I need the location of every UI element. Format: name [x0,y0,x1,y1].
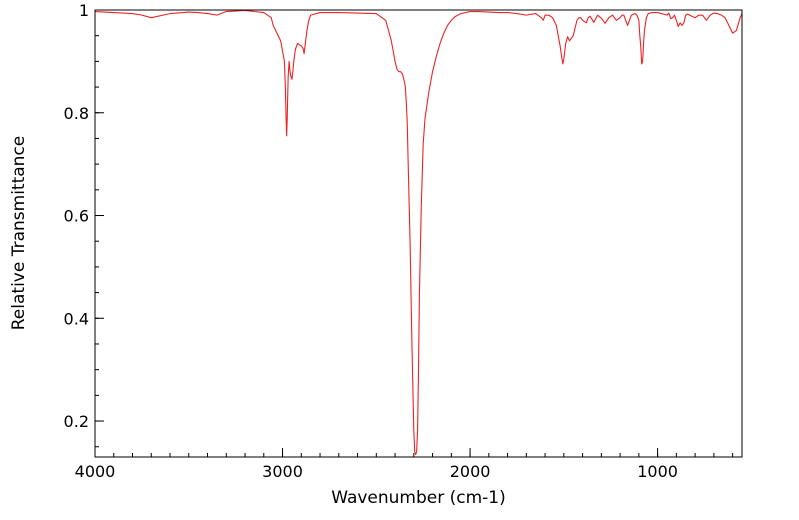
y-tick-label: 0.2 [64,412,89,431]
x-axis-label: Wavenumber (cm-1) [331,488,506,508]
x-tick-label: 4000 [75,462,116,481]
x-tick-label: 3000 [262,462,303,481]
y-axis-label: Relative Transmittance [9,136,29,331]
minor-ticks [94,9,734,457]
y-tick-label: 0.6 [64,207,89,226]
major-ticks [94,9,659,457]
y-tick-label: 0.8 [64,104,89,123]
tick-labels: 4000 3000 2000 1000 1 0.8 0.6 0.4 0.2 [64,1,678,481]
y-tick-label: 0.4 [64,309,89,328]
series-line [95,10,742,455]
x-tick-label: 1000 [637,462,678,481]
plot-frame [94,9,743,458]
y-tick-label: 1 [79,1,89,20]
x-tick-label: 2000 [450,462,491,481]
